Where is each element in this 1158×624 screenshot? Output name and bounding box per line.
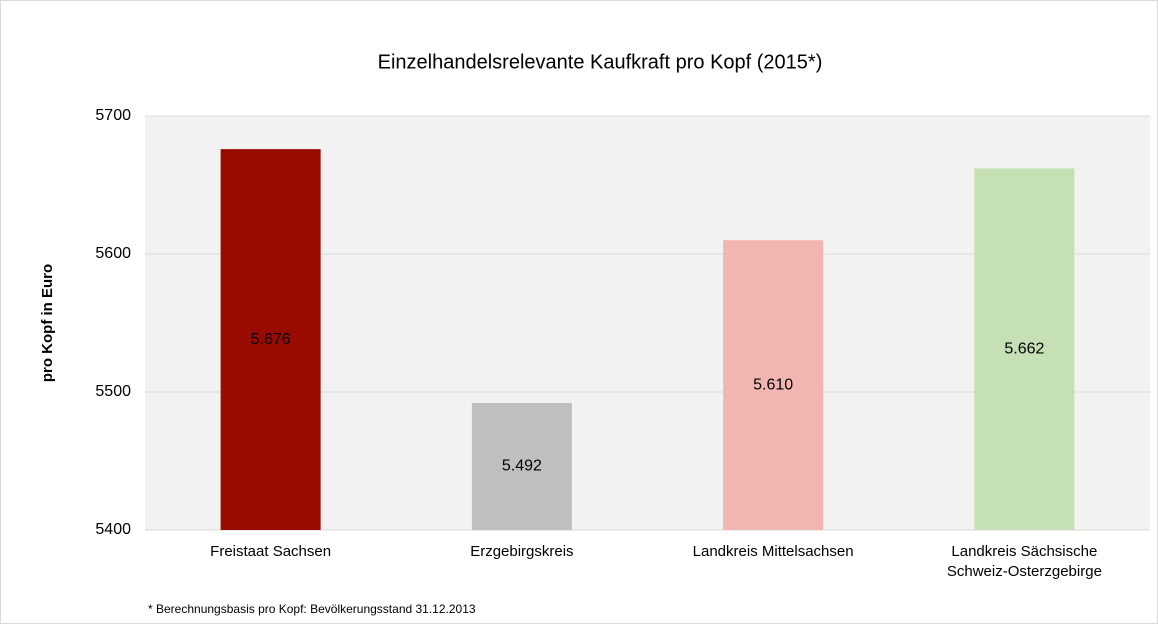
bar	[471, 403, 572, 530]
y-tick-label: 5700	[95, 107, 131, 124]
footnote: * Berechnungsbasis pro Kopf: Bevölkerung…	[148, 602, 476, 616]
y-axis-label: pro Kopf in Euro	[39, 264, 56, 382]
bar	[220, 149, 321, 530]
value-label: 5.662	[1004, 340, 1044, 357]
x-tick-label: Landkreis Mittelsachsen	[692, 543, 854, 560]
chart-title: Einzelhandelsrelevante Kaufkraft pro Kop…	[378, 51, 823, 73]
y-tick-label: 5400	[95, 521, 131, 538]
x-tick-label: Erzgebirgskreis	[470, 543, 574, 560]
x-tick-label: Landkreis Sächsische Schweiz-Osterzgebir…	[946, 543, 1102, 580]
y-tick-label: 5600	[95, 245, 131, 262]
y-tick-label: 5500	[95, 383, 131, 400]
x-tick-label: Freistaat Sachsen	[210, 543, 332, 560]
bar	[974, 168, 1075, 530]
value-label: 5.676	[251, 331, 291, 348]
value-label: 5.492	[502, 458, 542, 475]
value-label: 5.610	[753, 376, 793, 393]
bar	[723, 240, 824, 530]
